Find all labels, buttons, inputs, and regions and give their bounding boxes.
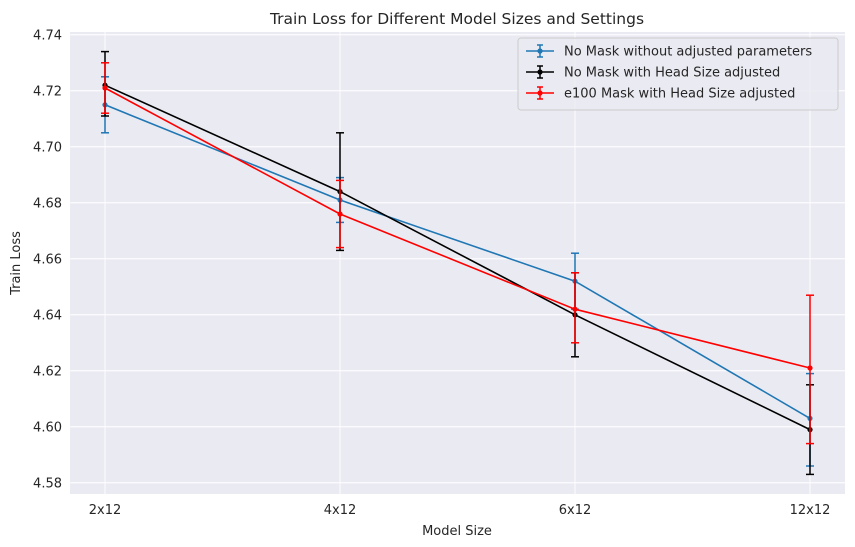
y-tick-label: 4.62 <box>33 364 62 379</box>
series-layer <box>101 50 814 476</box>
x-tick-labels: 2x12 4x12 6x12 12x12 <box>89 503 831 518</box>
legend-item: No Mask without adjusted parameters <box>526 44 812 60</box>
legend-swatch-marker <box>537 69 543 75</box>
legend-swatch-marker <box>537 90 543 96</box>
y-tick-label: 4.68 <box>33 196 62 211</box>
y-tick-label: 4.64 <box>33 308 62 323</box>
data-point <box>337 211 343 217</box>
y-grid <box>70 34 845 484</box>
y-tick-labels: 4.58 4.60 4.62 4.64 4.66 4.68 4.70 4.72 4.74 <box>33 28 62 491</box>
legend-swatch-marker <box>537 48 543 54</box>
x-tick-label: 6x12 <box>559 503 592 518</box>
y-tick-label: 4.70 <box>33 140 62 155</box>
series-line <box>104 104 811 420</box>
data-point <box>102 85 108 91</box>
x-tick-label: 2x12 <box>89 503 122 518</box>
chart-title: Train Loss for Different Model Sizes and… <box>269 10 644 28</box>
legend-box <box>517 37 839 111</box>
legend-label: No Mask without adjusted parameters <box>564 45 812 60</box>
legend-item: e100 Mask with Head Size adjusted <box>526 86 795 102</box>
y-tick-label: 4.58 <box>33 476 62 491</box>
x-tick-label: 4x12 <box>324 503 357 518</box>
x-tick-label: 12x12 <box>790 503 831 518</box>
legend-label: e100 Mask with Head Size adjusted <box>564 87 795 102</box>
legend-label: No Mask with Head Size adjusted <box>564 66 780 81</box>
legend: No Mask without adjusted parameters No Ma… <box>517 37 839 111</box>
data-point <box>807 365 813 371</box>
x-axis-label: Model Size <box>422 524 492 539</box>
y-tick-label: 4.60 <box>33 420 62 435</box>
y-tick-label: 4.66 <box>33 252 62 267</box>
data-point <box>572 306 578 312</box>
series-2 <box>101 62 814 445</box>
y-tick-label: 4.74 <box>33 28 62 43</box>
legend-item: No Mask with Head Size adjusted <box>526 65 780 81</box>
y-axis-label: Train Loss <box>9 231 24 296</box>
y-tick-label: 4.72 <box>33 84 62 99</box>
series-line <box>104 84 811 431</box>
series-line <box>104 87 811 369</box>
